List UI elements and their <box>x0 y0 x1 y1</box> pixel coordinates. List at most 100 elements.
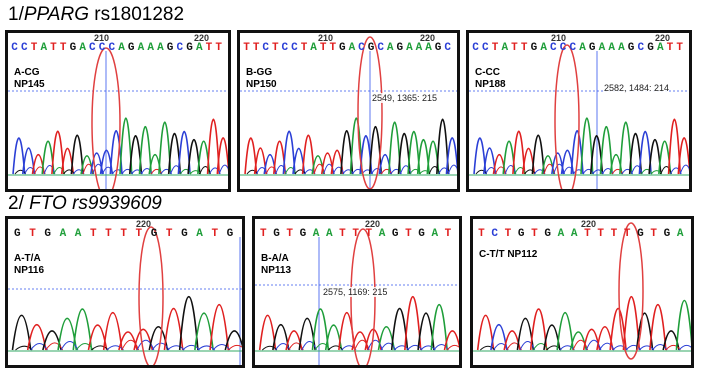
base-letter: G <box>544 228 552 240</box>
base-letter: A <box>118 42 126 54</box>
sample-label: A-CG NP145 <box>14 67 45 90</box>
base-letter: T <box>215 42 223 54</box>
base-letter: G <box>44 228 52 240</box>
peak-T <box>209 303 230 351</box>
minor-peak <box>553 163 565 175</box>
peak-C <box>445 137 457 175</box>
minor-peak <box>601 168 614 175</box>
minor-peak <box>323 163 335 175</box>
base-letter: A <box>676 228 684 240</box>
base-letter: G <box>396 42 404 54</box>
base-letter: G <box>367 42 375 54</box>
base-letter: C <box>89 42 97 54</box>
position-number: 220 <box>365 219 381 229</box>
base-letter: T <box>252 42 260 54</box>
base-letter: A <box>79 42 87 54</box>
chromatogram-trace <box>8 47 228 189</box>
peak-A <box>675 299 691 351</box>
base-letter: C <box>262 42 270 54</box>
minor-peak <box>506 342 522 351</box>
peak-T <box>622 296 641 351</box>
minor-peak <box>75 343 94 351</box>
cursor-readout: 2575, 1169: 215 <box>323 287 388 297</box>
minor-peak <box>407 344 423 351</box>
minor-peak <box>638 345 655 351</box>
base-letter: A <box>415 42 423 54</box>
sample-label: C-CC NP188 <box>475 67 506 90</box>
position-number: 210 <box>551 33 567 43</box>
minor-peak <box>582 168 595 175</box>
base-letter: T <box>205 42 213 54</box>
base-letter: A <box>40 42 48 54</box>
peak-C <box>473 137 487 175</box>
minor-peak <box>140 168 153 175</box>
peak-C <box>12 137 26 175</box>
base-letter: C <box>11 42 19 54</box>
peak-C <box>282 130 296 175</box>
base-letter: C <box>491 228 499 240</box>
minor-peak <box>218 164 228 175</box>
minor-peak <box>354 339 370 351</box>
peak-G <box>70 134 84 175</box>
peak-T <box>244 137 258 175</box>
minor-peak <box>546 345 562 351</box>
minor-peak <box>485 166 497 175</box>
minor-peak <box>572 169 585 175</box>
base-letter: G <box>181 228 189 240</box>
peak-T <box>649 303 667 351</box>
minor-peak <box>212 344 231 351</box>
sample-label: B-A/A NP113 <box>261 253 292 276</box>
base-letter: A <box>325 228 334 240</box>
minor-peak <box>314 343 331 351</box>
minor-peak <box>167 345 185 351</box>
chromatogram-panel-fto-ta: G T G A A T T T T G T G A T G 220 A-T/A NP116 <box>5 216 245 368</box>
base-letter: C <box>559 42 567 54</box>
peak-T <box>512 130 526 175</box>
minor-peak <box>532 343 549 351</box>
base-letter: T <box>30 42 38 54</box>
base-letter: T <box>286 228 294 240</box>
base-letter: C <box>358 42 366 54</box>
minor-peak <box>572 339 589 351</box>
minor-peak <box>111 169 124 175</box>
chromatogram-panel-pparg-gg: T T C T C C T A T T G A C G C A G A A A G C 210 220 B-GG NP150 25… <box>237 30 460 192</box>
base-letter: A <box>137 42 145 54</box>
base-letter: T <box>59 42 67 54</box>
position-number: 220 <box>655 33 671 43</box>
peak-A <box>407 131 421 175</box>
minor-peak <box>631 165 643 175</box>
position-number: 220 <box>581 219 597 229</box>
minor-peak <box>179 168 192 175</box>
base-letter: T <box>531 228 539 240</box>
base-letter: T <box>610 228 618 240</box>
base-letter: C <box>281 42 289 54</box>
minor-peak <box>524 169 536 175</box>
minor-peak <box>493 342 509 351</box>
minor-peak <box>563 166 575 175</box>
base-letter: A <box>501 42 509 54</box>
base-letter: T <box>211 228 219 240</box>
peak-T <box>216 137 228 175</box>
base-letter: T <box>584 228 592 240</box>
base-letter: G <box>299 228 307 240</box>
position-number: 220 <box>194 33 210 43</box>
position-number: 220 <box>136 219 152 229</box>
base-letter: G <box>69 42 77 54</box>
minor-peak <box>170 165 182 175</box>
snp-highlight-ellipse <box>618 222 644 360</box>
base-letter: G <box>339 42 347 54</box>
base-letter: T <box>120 228 128 240</box>
peak-C <box>638 131 652 175</box>
base-letter: G <box>647 42 655 54</box>
minor-peak <box>640 168 653 175</box>
base-letter: G <box>588 42 597 54</box>
peak-A <box>158 121 172 175</box>
minor-peak <box>327 345 344 351</box>
base-letter: G <box>226 228 234 240</box>
base-letter: T <box>405 228 413 240</box>
minor-peak <box>45 342 64 351</box>
